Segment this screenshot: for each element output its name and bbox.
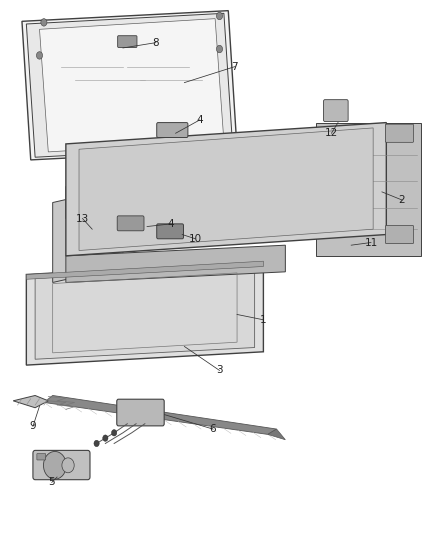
PathPatch shape [267,429,285,440]
Circle shape [216,45,222,53]
FancyBboxPatch shape [323,100,347,122]
PathPatch shape [66,123,385,256]
FancyBboxPatch shape [385,225,413,244]
PathPatch shape [35,266,254,359]
Text: 3: 3 [215,366,223,375]
Circle shape [94,440,99,447]
Text: 4: 4 [196,115,203,125]
PathPatch shape [66,245,285,282]
PathPatch shape [79,128,372,251]
Circle shape [43,451,66,479]
FancyBboxPatch shape [156,123,187,138]
FancyBboxPatch shape [117,36,137,47]
Text: 10: 10 [188,234,201,244]
PathPatch shape [39,19,223,152]
Text: 6: 6 [209,424,216,434]
PathPatch shape [66,171,328,219]
Circle shape [102,435,108,441]
Circle shape [41,19,47,26]
Text: 4: 4 [167,219,174,229]
PathPatch shape [26,261,263,365]
PathPatch shape [26,13,232,157]
PathPatch shape [53,187,123,282]
Text: 1: 1 [259,315,266,325]
PathPatch shape [44,395,276,434]
PathPatch shape [13,395,48,408]
FancyBboxPatch shape [385,124,413,142]
Text: 5: 5 [48,478,55,487]
Text: 8: 8 [152,38,159,47]
Circle shape [216,12,222,20]
Circle shape [111,430,117,436]
Circle shape [62,458,74,473]
Text: 9: 9 [29,422,36,431]
Text: 13: 13 [76,214,89,223]
Circle shape [36,52,42,59]
Text: 12: 12 [324,128,337,138]
PathPatch shape [26,261,263,279]
PathPatch shape [22,11,237,160]
FancyBboxPatch shape [156,224,183,239]
PathPatch shape [315,123,420,256]
FancyBboxPatch shape [37,454,46,460]
FancyBboxPatch shape [117,399,164,426]
Text: 11: 11 [364,238,377,247]
Text: 2: 2 [397,195,404,205]
FancyBboxPatch shape [33,450,90,480]
Text: 7: 7 [231,62,238,71]
FancyBboxPatch shape [117,216,144,231]
